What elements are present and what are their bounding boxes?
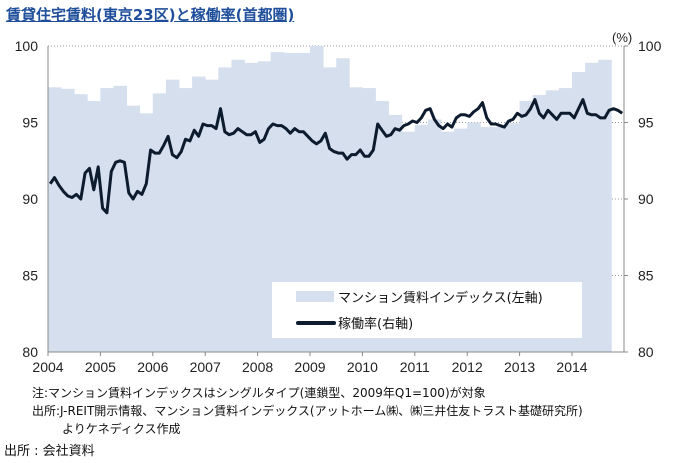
left-tick-label: 95: [22, 115, 38, 131]
occupancy-line: [48, 98, 624, 215]
source-line: 出所 : 会社資料: [4, 444, 95, 459]
x-tick-label: 2010: [347, 359, 378, 375]
bar-rent-index: [165, 79, 180, 352]
bar-rent-index: [585, 62, 599, 353]
left-tick-label: 100: [15, 38, 39, 54]
right-tick-label: 90: [638, 191, 654, 207]
bar-rent-index: [87, 101, 101, 352]
bar-rent-index: [61, 88, 75, 352]
bar-rent-index: [231, 59, 245, 353]
bar-rent-index: [152, 93, 167, 353]
left-tick-label: 85: [22, 268, 38, 284]
bar-rent-index: [310, 46, 324, 352]
x-tick-label: 2013: [504, 359, 535, 375]
bar-rent-index: [598, 59, 612, 353]
bar-rent-index: [74, 94, 88, 352]
bar-rent-index: [48, 87, 62, 352]
bar-rent-index: [179, 88, 193, 352]
note-line-1: 注:マンション賃料インデックスはシングルタイプ(連鎖型、2009年Q1=100)…: [32, 386, 486, 400]
bar-rent-index: [126, 105, 141, 352]
right-tick-label: 85: [638, 268, 654, 284]
chart-title: 賃貸住宅賃料(東京23区)と稼働率(首都圏): [6, 6, 295, 24]
bar-rent-index: [296, 52, 311, 352]
x-tick-label: 2014: [556, 359, 587, 375]
x-tick-label: 2006: [137, 359, 168, 375]
right-tick-label: 95: [638, 115, 654, 131]
bar-rent-index: [205, 79, 219, 352]
legend-label-bars: マンション賃料インデックス(左軸): [338, 290, 543, 306]
bar-rent-index: [139, 113, 154, 352]
x-tick-label: 2012: [452, 359, 483, 375]
x-tick-label: 2004: [32, 359, 63, 375]
x-tick-label: 2009: [294, 359, 325, 375]
bar-rent-index: [336, 58, 350, 353]
bar-rent-index: [244, 62, 258, 353]
bar-rent-index: [100, 88, 114, 352]
x-tick-label: 2007: [190, 359, 221, 375]
bar-rent-index: [113, 85, 127, 352]
bar-rent-index: [218, 67, 232, 353]
x-tick-label: 2005: [85, 359, 116, 375]
legend-label-line: 稼働率(右軸): [338, 316, 413, 332]
legend-swatch-bars: [296, 291, 334, 302]
right-axis-unit: (%): [612, 30, 632, 45]
left-tick-label: 80: [22, 344, 38, 360]
bar-rent-index: [257, 61, 272, 353]
right-tick-label: 100: [638, 38, 662, 54]
bar-rent-index: [192, 76, 206, 352]
x-tick-label: 2011: [400, 359, 430, 375]
note-line-3: よりケネディクス作成: [62, 422, 181, 436]
note-line-2: 出所:J-REIT開示情報、マンション賃料インデックス(アットホーム㈱、㈱三井住…: [32, 404, 583, 418]
right-tick-label: 80: [638, 344, 654, 360]
left-tick-label: 90: [22, 191, 38, 207]
x-tick-label: 2008: [242, 359, 273, 375]
